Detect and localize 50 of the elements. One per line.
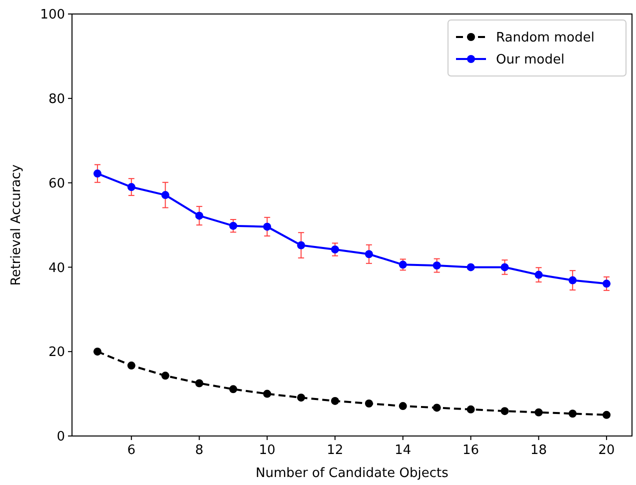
point — [364, 400, 373, 408]
x-tick-label: 8 — [195, 443, 204, 458]
point — [364, 250, 373, 258]
x-tick-label: 18 — [530, 443, 547, 458]
point — [331, 396, 340, 405]
point — [466, 405, 475, 414]
point — [568, 410, 577, 418]
point — [263, 222, 272, 231]
point — [602, 410, 611, 419]
x-tick-label: 10 — [258, 443, 276, 458]
point — [432, 404, 441, 412]
point — [127, 362, 136, 370]
legend-label: Our model — [496, 52, 564, 68]
point — [229, 385, 238, 394]
point — [161, 191, 170, 200]
point — [500, 407, 509, 416]
x-tick-label: 12 — [326, 443, 344, 458]
point — [297, 394, 306, 402]
y-tick-label: 40 — [48, 260, 65, 276]
y-tick-label: 80 — [48, 92, 65, 107]
point — [398, 402, 407, 410]
point — [398, 260, 407, 269]
point — [602, 280, 611, 288]
point — [195, 379, 204, 388]
point — [195, 212, 204, 220]
point — [263, 390, 272, 398]
point — [161, 372, 170, 380]
y-tick-label: 60 — [48, 176, 65, 192]
point — [297, 241, 306, 250]
y-tick-label: 20 — [48, 345, 65, 360]
point — [93, 348, 102, 356]
x-tick-label: 20 — [598, 443, 615, 458]
y-tick-label: 100 — [40, 8, 65, 23]
point — [93, 170, 102, 178]
x-axis-title: Number of Candidate Objects — [256, 466, 449, 481]
point — [127, 183, 136, 192]
x-tick-label: 14 — [394, 443, 412, 458]
x-tick-label: 16 — [462, 443, 480, 458]
point — [432, 262, 441, 270]
x-tick-label: 6 — [127, 443, 136, 458]
point — [534, 408, 543, 416]
point — [466, 263, 475, 272]
point — [534, 270, 543, 279]
point — [568, 276, 577, 284]
y-axis-title: Retrieval Accuracy — [9, 164, 24, 286]
point — [500, 263, 509, 272]
point — [229, 222, 238, 230]
y-tick-label: 0 — [56, 430, 65, 445]
legend-label: Random model — [496, 30, 594, 46]
point — [331, 245, 340, 254]
